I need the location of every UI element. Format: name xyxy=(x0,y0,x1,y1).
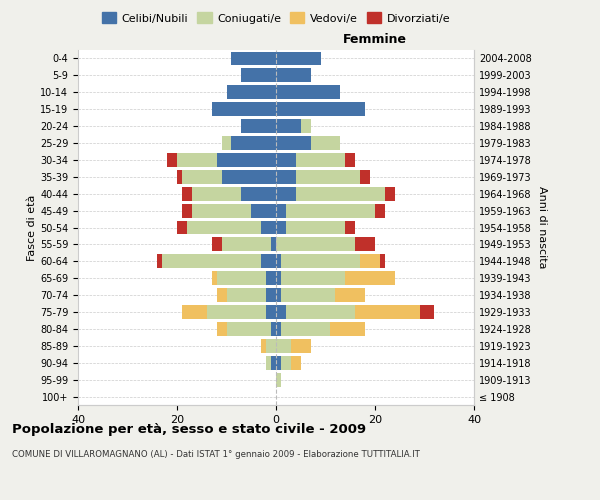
Bar xyxy=(291,356,301,370)
Bar xyxy=(276,187,296,200)
Bar xyxy=(206,305,266,319)
Text: COMUNE DI VILLAROMAGNANO (AL) - Dati ISTAT 1° gennaio 2009 - Elaborazione TUTTIT: COMUNE DI VILLAROMAGNANO (AL) - Dati IST… xyxy=(12,450,420,459)
Bar xyxy=(335,288,365,302)
Bar xyxy=(276,254,281,268)
Bar xyxy=(276,119,301,133)
Bar xyxy=(286,305,355,319)
Bar xyxy=(355,305,419,319)
Bar xyxy=(227,288,266,302)
Bar xyxy=(271,356,276,370)
Bar xyxy=(167,153,177,167)
Bar xyxy=(266,339,276,353)
Y-axis label: Fasce di età: Fasce di età xyxy=(27,194,37,260)
Bar xyxy=(375,204,385,218)
Bar xyxy=(286,220,346,234)
Bar xyxy=(182,170,221,183)
Bar xyxy=(346,220,355,234)
Bar xyxy=(192,204,251,218)
Bar xyxy=(276,322,281,336)
Text: Femmine: Femmine xyxy=(343,34,407,46)
Bar xyxy=(212,272,217,285)
Bar xyxy=(212,102,276,116)
Bar xyxy=(276,52,320,66)
Bar xyxy=(276,86,340,99)
Bar xyxy=(271,322,276,336)
Bar xyxy=(261,220,276,234)
Bar xyxy=(360,170,370,183)
Bar xyxy=(221,136,232,150)
Bar xyxy=(276,136,311,150)
Bar xyxy=(241,119,276,133)
Bar xyxy=(212,238,221,252)
Bar xyxy=(182,204,192,218)
Bar xyxy=(177,170,182,183)
Bar xyxy=(281,356,291,370)
Bar xyxy=(276,288,281,302)
Bar xyxy=(276,204,286,218)
Bar xyxy=(232,136,276,150)
Bar xyxy=(281,272,346,285)
Bar xyxy=(221,238,271,252)
Bar xyxy=(276,153,296,167)
Bar xyxy=(380,254,385,268)
Bar xyxy=(296,153,346,167)
Bar xyxy=(276,68,311,82)
Bar xyxy=(217,288,227,302)
Bar xyxy=(261,254,276,268)
Bar xyxy=(346,153,355,167)
Bar xyxy=(241,187,276,200)
Bar xyxy=(419,305,434,319)
Bar xyxy=(346,272,395,285)
Bar xyxy=(271,238,276,252)
Bar xyxy=(276,238,355,252)
Bar xyxy=(331,322,365,336)
Bar xyxy=(241,68,276,82)
Legend: Celibi/Nubili, Coniugati/e, Vedovi/e, Divorziati/e: Celibi/Nubili, Coniugati/e, Vedovi/e, Di… xyxy=(97,8,455,28)
Bar xyxy=(360,254,380,268)
Bar xyxy=(276,170,296,183)
Bar xyxy=(227,86,276,99)
Bar xyxy=(301,119,311,133)
Bar xyxy=(385,187,395,200)
Bar xyxy=(355,238,375,252)
Bar xyxy=(182,187,192,200)
Bar xyxy=(266,356,271,370)
Bar xyxy=(192,187,241,200)
Bar xyxy=(266,288,276,302)
Bar xyxy=(276,102,365,116)
Bar xyxy=(157,254,162,268)
Bar xyxy=(276,372,281,386)
Bar xyxy=(177,153,217,167)
Bar xyxy=(187,220,261,234)
Bar xyxy=(182,305,206,319)
Bar xyxy=(217,153,276,167)
Bar xyxy=(266,305,276,319)
Bar xyxy=(281,254,360,268)
Bar xyxy=(276,220,286,234)
Bar xyxy=(311,136,340,150)
Bar xyxy=(281,288,335,302)
Y-axis label: Anni di nascita: Anni di nascita xyxy=(537,186,547,269)
Bar xyxy=(281,322,331,336)
Bar xyxy=(276,272,281,285)
Bar xyxy=(251,204,276,218)
Bar xyxy=(286,204,375,218)
Bar xyxy=(261,339,266,353)
Bar xyxy=(276,339,291,353)
Bar xyxy=(296,187,385,200)
Bar xyxy=(276,305,286,319)
Bar xyxy=(217,272,266,285)
Bar xyxy=(296,170,360,183)
Text: Popolazione per età, sesso e stato civile - 2009: Popolazione per età, sesso e stato civil… xyxy=(12,422,366,436)
Bar xyxy=(227,322,271,336)
Bar xyxy=(221,170,276,183)
Bar xyxy=(266,272,276,285)
Bar xyxy=(291,339,311,353)
Bar xyxy=(217,322,227,336)
Bar xyxy=(276,356,281,370)
Bar xyxy=(162,254,261,268)
Bar xyxy=(232,52,276,66)
Bar xyxy=(177,220,187,234)
